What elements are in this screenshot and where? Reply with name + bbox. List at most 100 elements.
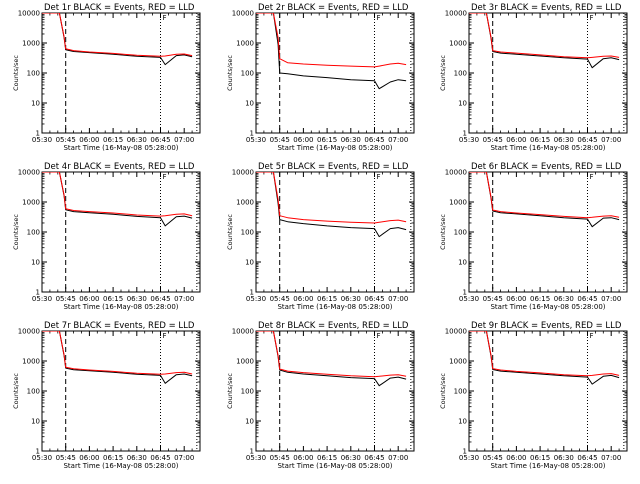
series-line-lld: [469, 331, 620, 377]
y-tick-label: 1: [250, 448, 254, 456]
y-tick-label: 1000: [236, 40, 254, 48]
x-axis-label: Start Time (16-May-08 05:28:00): [490, 303, 605, 311]
x-tick-label: 05:30: [32, 136, 52, 144]
x-tick-label: 06:45: [364, 295, 384, 303]
marker-label: F: [377, 14, 381, 22]
y-tick-label: 10: [245, 259, 254, 267]
x-tick-label: 05:30: [459, 295, 479, 303]
y-axis-label: Counts/sec: [439, 373, 447, 409]
series-line-lld: [469, 13, 620, 59]
y-axis-label: Counts/sec: [439, 214, 447, 250]
x-tick-label: 05:30: [246, 295, 266, 303]
y-tick-label: 100: [27, 70, 40, 78]
y-tick-label: 10000: [18, 328, 40, 336]
y-tick-label: 100: [454, 229, 467, 237]
y-tick-label: 10000: [232, 169, 254, 177]
marker-label: F: [590, 173, 594, 181]
x-tick-label: 06:30: [554, 454, 574, 462]
x-tick-label: 07:00: [174, 454, 194, 462]
x-tick-label: 06:00: [506, 454, 526, 462]
x-tick-label: 07:00: [388, 454, 408, 462]
x-tick-label: 07:00: [388, 136, 408, 144]
y-tick-label: 10000: [445, 169, 467, 177]
x-axis-label: Start Time (16-May-08 05:28:00): [63, 303, 178, 311]
series-group: [256, 331, 407, 387]
x-tick-label: 06:15: [103, 454, 123, 462]
y-tick-label: 10: [31, 418, 40, 426]
x-tick-label: 06:45: [364, 136, 384, 144]
x-tick-label: 05:45: [56, 136, 76, 144]
x-tick-label: 05:30: [459, 136, 479, 144]
x-tick-label: 06:30: [341, 454, 361, 462]
x-tick-label: 06:30: [127, 454, 147, 462]
series-group: [42, 331, 193, 384]
y-axis-label: Counts/sec: [12, 55, 20, 91]
y-tick-label: 1: [250, 289, 254, 297]
y-tick-label: 100: [27, 229, 40, 237]
x-tick-label: 06:00: [293, 136, 313, 144]
series-group: [256, 172, 407, 238]
panel-title: Det 3r BLACK = Events, RED = LLD: [471, 3, 622, 13]
x-tick-label: 06:30: [127, 136, 147, 144]
x-axis-label: Start Time (16-May-08 05:28:00): [63, 462, 178, 470]
marker-label: F: [163, 173, 167, 181]
series-line-lld: [42, 13, 193, 57]
x-tick-label: 06:45: [150, 454, 170, 462]
y-tick-label: 10000: [232, 10, 254, 18]
y-tick-label: 1: [36, 130, 40, 138]
y-tick-label: 1000: [236, 199, 254, 207]
x-tick-label: 06:30: [127, 295, 147, 303]
y-axis-label: Counts/sec: [226, 373, 234, 409]
y-tick-label: 1: [463, 448, 467, 456]
y-tick-label: 10000: [445, 328, 467, 336]
y-tick-label: 1: [463, 130, 467, 138]
x-tick-label: 06:00: [506, 295, 526, 303]
x-tick-label: 05:45: [270, 454, 290, 462]
x-axis-label: Start Time (16-May-08 05:28:00): [63, 144, 178, 152]
series-group: [42, 13, 193, 66]
series-line-lld: [256, 13, 407, 68]
x-tick-label: 07:00: [388, 295, 408, 303]
panel-det-3: Det 3r BLACK = Events, RED = LLD 1 10 100 10…: [439, 3, 628, 152]
panel-title: Det 5r BLACK = Events, RED = LLD: [258, 162, 409, 172]
panel-title: Det 9r BLACK = Events, RED = LLD: [471, 321, 622, 331]
y-axis-label: Counts/sec: [439, 55, 447, 91]
series-line-lld: [256, 331, 407, 378]
series-line-events: [256, 13, 407, 90]
marker-label: F: [590, 14, 594, 22]
y-axis-label: Counts/sec: [12, 214, 20, 250]
panel-title: Det 2r BLACK = Events, RED = LLD: [258, 3, 409, 13]
x-tick-label: 07:00: [601, 136, 621, 144]
x-tick-label: 07:00: [601, 295, 621, 303]
x-tick-label: 07:00: [174, 136, 194, 144]
y-tick-label: 10: [31, 100, 40, 108]
x-tick-label: 06:00: [293, 454, 313, 462]
series-group: [469, 13, 620, 69]
x-tick-label: 05:45: [56, 295, 76, 303]
marker-label: F: [163, 332, 167, 340]
x-tick-label: 05:45: [270, 295, 290, 303]
x-tick-label: 06:00: [79, 454, 99, 462]
x-tick-label: 06:45: [577, 295, 597, 303]
y-tick-label: 1: [463, 289, 467, 297]
y-axis-label: Counts/sec: [226, 55, 234, 91]
series-line-lld: [256, 172, 407, 224]
y-tick-label: 1000: [449, 199, 467, 207]
panel-det-8: Det 8r BLACK = Events, RED = LLD 1 10 100 10…: [226, 321, 415, 470]
y-tick-label: 10000: [232, 328, 254, 336]
panel-title: Det 1r BLACK = Events, RED = LLD: [44, 3, 195, 13]
x-tick-label: 06:45: [150, 136, 170, 144]
x-tick-label: 05:30: [32, 295, 52, 303]
y-tick-label: 10000: [445, 10, 467, 18]
y-tick-label: 10: [458, 100, 467, 108]
x-tick-label: 06:15: [530, 295, 550, 303]
panel-det-4: Det 4r BLACK = Events, RED = LLD 1 10 100 10…: [12, 162, 201, 311]
x-tick-label: 06:00: [293, 295, 313, 303]
x-tick-label: 06:15: [317, 454, 337, 462]
y-tick-label: 1000: [236, 358, 254, 366]
series-group: [42, 172, 193, 227]
y-tick-label: 1000: [449, 358, 467, 366]
series-line-lld: [42, 331, 193, 375]
